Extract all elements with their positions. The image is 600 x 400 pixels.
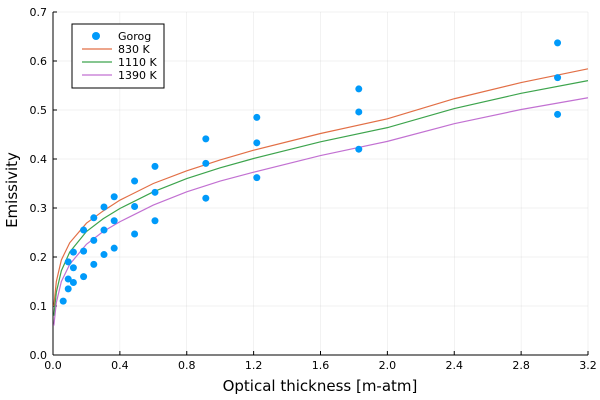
data-point [64, 275, 72, 283]
y-tick-label: 0.5 [30, 104, 48, 117]
data-point [110, 193, 118, 201]
x-tick-label: 2.0 [379, 359, 397, 372]
legend-marker-gorog [92, 32, 100, 40]
data-point [90, 214, 98, 222]
data-point [131, 203, 139, 211]
x-tick-label: 2.8 [512, 359, 530, 372]
data-point [64, 285, 72, 293]
data-point [355, 145, 363, 153]
plot-area [53, 39, 589, 326]
y-tick-label: 0.3 [30, 202, 48, 215]
data-point [100, 203, 108, 211]
data-point [131, 230, 139, 238]
series-line-1 [53, 68, 589, 307]
y-tick-label: 0.4 [30, 153, 48, 166]
data-point [151, 217, 159, 225]
legend-label-3: 1390 K [118, 69, 157, 82]
data-point [69, 264, 77, 272]
series-line-3 [53, 97, 589, 326]
x-axis-title: Optical thickness [m-atm] [223, 377, 418, 395]
data-point [253, 113, 261, 121]
legend-label-2: 1110 K [118, 56, 157, 69]
x-tick-label: 1.6 [312, 359, 330, 372]
x-tick-label: 0.4 [111, 359, 129, 372]
x-tick-label: 0.0 [44, 359, 62, 372]
data-point [100, 251, 108, 259]
legend-box [71, 23, 165, 89]
data-point [80, 247, 88, 255]
legend-label-gorog: Gorog [118, 30, 151, 43]
data-point [202, 159, 210, 167]
data-point [59, 297, 67, 305]
data-point [253, 139, 261, 147]
data-point [202, 194, 210, 202]
data-point [90, 236, 98, 244]
data-point [202, 135, 210, 143]
data-point [554, 39, 562, 47]
x-tick-label: 1.2 [245, 359, 263, 372]
data-point [69, 248, 77, 256]
data-point [64, 258, 72, 266]
data-point [69, 278, 77, 286]
data-point [90, 260, 98, 268]
axes [52, 11, 589, 356]
data-point [554, 74, 562, 82]
data-point [80, 226, 88, 234]
data-point [355, 108, 363, 116]
data-point [253, 174, 261, 182]
x-tick-label: 0.8 [178, 359, 196, 372]
data-point [100, 226, 108, 234]
y-tick-label: 0.2 [30, 251, 48, 264]
legend-label-1: 830 K [118, 43, 150, 56]
y-tick-label: 0.1 [30, 300, 48, 313]
x-tick-label: 2.4 [446, 359, 464, 372]
data-point [554, 110, 562, 118]
data-point [151, 162, 159, 170]
data-point [131, 177, 139, 185]
data-point [80, 273, 88, 281]
data-point [151, 188, 159, 196]
data-point [110, 244, 118, 252]
data-point [110, 217, 118, 225]
y-tick-label: 0.7 [30, 6, 48, 19]
tick-labels: 0.0 0.4 0.8 1.2 1.6 2.0 2.4 2.8 3.2 0.0 0.1 0.2 0.3 0… [30, 6, 597, 372]
y-tick-label: 0.0 [30, 349, 48, 362]
y-tick-label: 0.6 [30, 55, 48, 68]
x-tick-label: 3.2 [579, 359, 597, 372]
y-axis-title: Emissivity [3, 152, 21, 228]
data-point [355, 85, 363, 93]
